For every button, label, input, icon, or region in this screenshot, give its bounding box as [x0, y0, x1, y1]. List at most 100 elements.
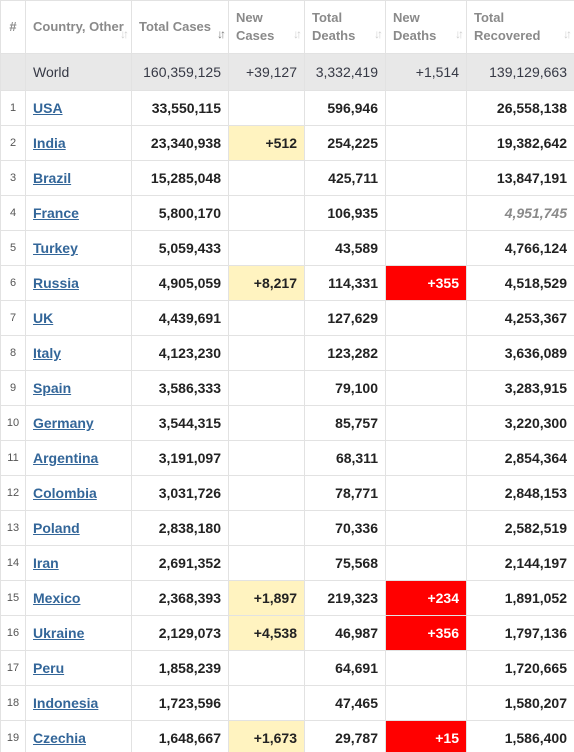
table-row: 1 USA 33,550,115 596,946 26,558,138 [0, 90, 574, 126]
new-deaths-cell [385, 195, 467, 231]
row-number: 8 [0, 335, 26, 371]
country-link[interactable]: UK [33, 310, 54, 326]
total-deaths-cell: 68,311 [304, 440, 386, 476]
sort-desc-icon: ↓↑ [217, 27, 226, 41]
country-cell: Italy [25, 335, 132, 371]
country-cell: Poland [25, 510, 132, 546]
country-link[interactable]: Poland [33, 520, 80, 536]
new-cases-cell [228, 405, 305, 441]
country-link[interactable]: Italy [33, 345, 62, 361]
new-deaths-cell [385, 405, 467, 441]
total-recovered-cell: 1,720,665 [466, 650, 574, 686]
header-new-cases[interactable]: New Cases ↓↑ [228, 0, 305, 54]
sort-icon: ↓↑ [293, 27, 302, 41]
country-link[interactable]: Ukraine [33, 625, 85, 641]
total-deaths-cell: 425,711 [304, 160, 386, 196]
country-link[interactable]: USA [33, 100, 63, 116]
total-cases-cell: 3,031,726 [131, 475, 229, 511]
total-deaths-cell: 85,757 [304, 405, 386, 441]
country-link[interactable]: Turkey [33, 240, 78, 256]
header-total-deaths[interactable]: Total Deaths ↓↑ [304, 0, 386, 54]
new-cases-cell [228, 370, 305, 406]
row-number: 15 [0, 580, 26, 616]
new-deaths-cell [385, 440, 467, 476]
country-link[interactable]: Spain [33, 380, 72, 396]
header-new-deaths[interactable]: New Deaths ↓↑ [385, 0, 467, 54]
header-num[interactable]: # [0, 0, 26, 54]
total-deaths-cell: 46,987 [304, 615, 386, 651]
country-link[interactable]: Mexico [33, 590, 81, 606]
country-link[interactable]: Colombia [33, 485, 97, 501]
country-link[interactable]: Russia [33, 275, 79, 291]
row-number: 6 [0, 265, 26, 301]
new-cases-cell [228, 195, 305, 231]
total-deaths-cell: 43,589 [304, 230, 386, 266]
new-deaths-cell [385, 125, 467, 161]
header-total-cases[interactable]: Total Cases ↓↑ [131, 0, 229, 54]
country-link[interactable]: Iran [33, 555, 59, 571]
total-recovered-cell: 4,518,529 [466, 265, 574, 301]
row-number: 5 [0, 230, 26, 266]
new-deaths-cell [385, 335, 467, 371]
total-cases-cell: 4,905,059 [131, 265, 229, 301]
row-number: 10 [0, 405, 26, 441]
table-row: 5 Turkey 5,059,433 43,589 4,766,124 [0, 230, 574, 266]
world-row: World 160,359,125 +39,127 3,332,419 +1,5… [0, 53, 574, 91]
new-deaths-cell [385, 510, 467, 546]
total-recovered-cell: 2,144,197 [466, 545, 574, 581]
header-total-cases-label: Total Cases [139, 19, 212, 34]
total-cases-cell: 3,586,333 [131, 370, 229, 406]
total-cases-cell: 4,123,230 [131, 335, 229, 371]
total-cases-cell: 2,129,073 [131, 615, 229, 651]
row-number: 4 [0, 195, 26, 231]
country-cell: France [25, 195, 132, 231]
world-new-cases: +39,127 [228, 53, 305, 91]
table-row: 15 Mexico 2,368,393 +1,897 219,323 +234 1,891,… [0, 580, 574, 616]
total-cases-cell: 2,838,180 [131, 510, 229, 546]
world-total-deaths: 3,332,419 [304, 53, 386, 91]
new-cases-cell [228, 440, 305, 476]
country-link[interactable]: Czechia [33, 730, 86, 746]
country-cell: Russia [25, 265, 132, 301]
world-total-cases: 160,359,125 [131, 53, 229, 91]
country-link[interactable]: Brazil [33, 170, 72, 186]
total-recovered-cell: 3,220,300 [466, 405, 574, 441]
row-number: 12 [0, 475, 26, 511]
row-number: 17 [0, 650, 26, 686]
total-cases-cell: 33,550,115 [131, 90, 229, 126]
total-recovered-cell: 1,891,052 [466, 580, 574, 616]
total-deaths-cell: 106,935 [304, 195, 386, 231]
new-cases-cell: +512 [228, 125, 305, 161]
country-cell: Turkey [25, 230, 132, 266]
header-total-recovered[interactable]: Total Recovered ↓↑ [466, 0, 574, 54]
row-number: 7 [0, 300, 26, 336]
total-recovered-cell: 2,582,519 [466, 510, 574, 546]
new-cases-cell [228, 335, 305, 371]
country-link[interactable]: Peru [33, 660, 65, 676]
table-row: 14 Iran 2,691,352 75,568 2,144,197 [0, 545, 574, 581]
new-deaths-cell: +356 [385, 615, 467, 651]
new-cases-cell [228, 650, 305, 686]
country-link[interactable]: India [33, 135, 66, 151]
table-row: 19 Czechia 1,648,667 +1,673 29,787 +15 1,586,4… [0, 720, 574, 752]
header-new-deaths-label: New Deaths [393, 10, 437, 43]
total-cases-cell: 5,059,433 [131, 230, 229, 266]
new-deaths-cell [385, 300, 467, 336]
table-row: 13 Poland 2,838,180 70,336 2,582,519 [0, 510, 574, 546]
country-link[interactable]: Germany [33, 415, 94, 431]
table-row: 9 Spain 3,586,333 79,100 3,283,915 [0, 370, 574, 406]
new-cases-cell [228, 90, 305, 126]
header-country[interactable]: Country, Other ↓↑ [25, 0, 132, 54]
total-recovered-cell: 4,253,367 [466, 300, 574, 336]
country-link[interactable]: Argentina [33, 450, 99, 466]
country-cell: India [25, 125, 132, 161]
row-number: 9 [0, 370, 26, 406]
total-deaths-cell: 75,568 [304, 545, 386, 581]
country-link[interactable]: Indonesia [33, 695, 99, 711]
total-cases-cell: 5,800,170 [131, 195, 229, 231]
total-deaths-cell: 78,771 [304, 475, 386, 511]
total-cases-cell: 2,368,393 [131, 580, 229, 616]
total-recovered-cell: 13,847,191 [466, 160, 574, 196]
country-link[interactable]: France [33, 205, 79, 221]
